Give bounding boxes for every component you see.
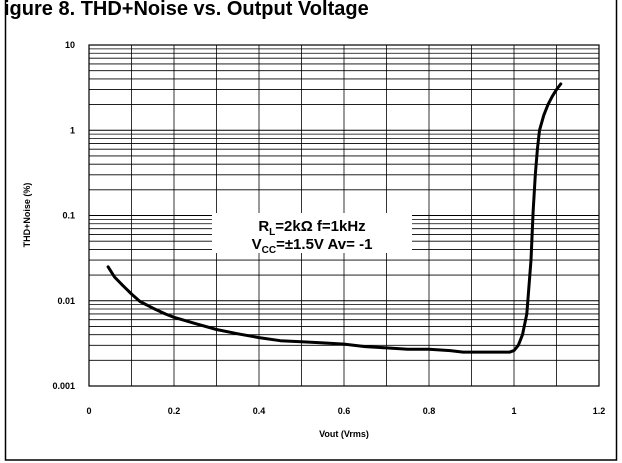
y-axis-label: THD+Noise (%) xyxy=(22,183,32,248)
page-border xyxy=(4,0,618,461)
x-tick-label: 1.2 xyxy=(593,406,606,416)
annotation-line2: VCC=±1.5V Av= -1 xyxy=(252,236,373,256)
annotation: RL=2kΩ f=1kHz VCC=±1.5V Av= -1 xyxy=(212,213,412,256)
x-tick-label: 0.4 xyxy=(253,406,266,416)
plot-frame xyxy=(88,44,600,387)
y-tick-label: 0.1 xyxy=(62,211,75,221)
series-layer xyxy=(106,82,563,354)
series-line-thd-noise xyxy=(106,82,563,354)
x-axis-label: Vout (Vrms) xyxy=(319,429,369,439)
x-tick-label: 0.6 xyxy=(338,406,351,416)
x-tick-label: 0 xyxy=(86,406,91,416)
annotation-box xyxy=(212,213,412,253)
ticks: 0 0.2 0.4 0.6 0.8 1 1.2 0.001 0.01 0.1 1 10 xyxy=(52,40,605,416)
x-tick-label: 1 xyxy=(511,406,516,416)
y-tick-label: 0.001 xyxy=(52,381,75,391)
annotation-line1: RL=2kΩ f=1kHz xyxy=(258,218,365,238)
x-tick-label: 0.8 xyxy=(423,406,436,416)
x-tick-label: 0.2 xyxy=(168,406,181,416)
chart-title: igure 8. THD+Noise vs. Output Voltage xyxy=(4,0,369,20)
y-tick-label: 10 xyxy=(65,40,75,50)
y-tick-label: 1 xyxy=(70,125,75,135)
y-tick-label: 0.01 xyxy=(57,296,75,306)
